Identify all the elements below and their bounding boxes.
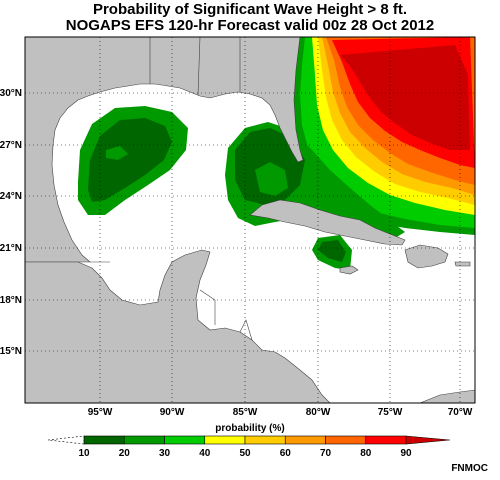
lon-label-95w: 95°W xyxy=(88,407,113,418)
legend-title: probability (%) xyxy=(215,423,284,434)
gulf-probability-area xyxy=(78,106,188,215)
lat-label-18n: 18°N xyxy=(0,295,22,306)
legend-swatch xyxy=(83,435,125,445)
map-frame xyxy=(24,36,476,404)
legend-tick-label: 10 xyxy=(78,448,90,459)
map-title-line-2: NOGAPS EFS 120-hr Forecast valid 00z 28 … xyxy=(65,17,435,34)
atlantic-probability-area xyxy=(292,37,475,235)
lat-label-30n: 30°N xyxy=(0,88,22,99)
legend-swatch xyxy=(244,435,286,445)
legend-tick-label: 40 xyxy=(199,448,211,459)
lon-label-85w: 85°W xyxy=(233,407,258,418)
legend-tick-label: 50 xyxy=(239,448,251,459)
legend-tick-label: 70 xyxy=(320,448,332,459)
legend-swatch xyxy=(204,435,246,445)
lon-label-75w: 75°W xyxy=(378,407,403,418)
legend-swatch xyxy=(325,435,367,445)
lat-label-27n: 27°N xyxy=(0,140,22,151)
map-title-line-1: Probability of Significant Wave Height >… xyxy=(92,1,408,18)
legend-tick-label: 60 xyxy=(280,448,292,459)
legend-tick-label: 80 xyxy=(360,448,372,459)
mexico-central-america-land xyxy=(25,249,331,403)
jamaica-land xyxy=(339,265,359,275)
south-america-land xyxy=(419,389,475,403)
lat-label-15n: 15°N xyxy=(0,346,22,357)
legend-swatch xyxy=(284,435,326,445)
legend-tick-label: 20 xyxy=(119,448,131,459)
legend-tick-label: 90 xyxy=(400,448,412,459)
lat-label-21n: 21°N xyxy=(0,243,22,254)
legend-over-tail xyxy=(405,435,451,445)
puerto-rico-land xyxy=(454,261,471,267)
legend-under-tail xyxy=(47,435,85,445)
credit-fnmoc: FNMOC xyxy=(451,463,488,474)
land-masses xyxy=(25,37,475,403)
legend-colorbar xyxy=(47,435,451,445)
legend-swatch xyxy=(123,435,165,445)
legend-tick-label: 30 xyxy=(159,448,171,459)
lon-label-80w: 80°W xyxy=(306,407,331,418)
united-states-land xyxy=(25,37,304,263)
lon-label-70w: 70°W xyxy=(448,407,473,418)
lon-label-90w: 90°W xyxy=(160,407,185,418)
legend-swatch xyxy=(365,435,407,445)
cuba-land xyxy=(249,199,406,246)
hispaniola-land xyxy=(404,244,449,269)
lat-label-24n: 24°N xyxy=(0,191,22,202)
legend-swatch xyxy=(164,435,206,445)
graticule xyxy=(25,37,475,403)
